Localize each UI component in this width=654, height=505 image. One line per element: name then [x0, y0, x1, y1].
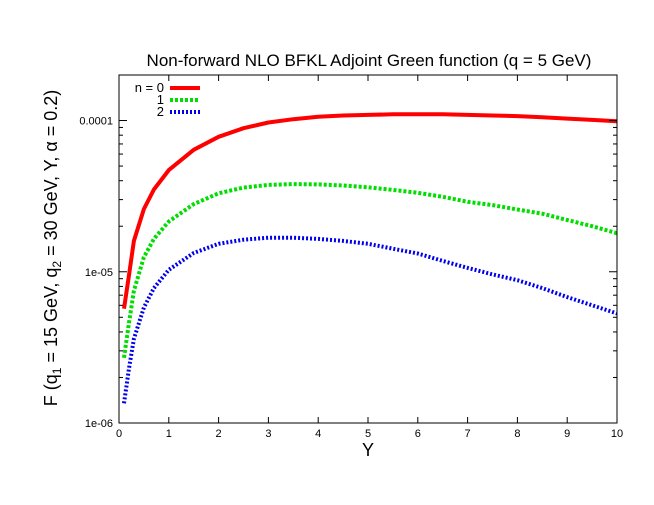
- x-tick-label: 2: [216, 428, 222, 440]
- chart-title: Non-forward NLO BFKL Adjoint Green funct…: [147, 51, 592, 70]
- x-tick-label: 4: [315, 428, 321, 440]
- plot-frame: [118, 74, 618, 424]
- x-axis: 0 1 2 3 4 5 6 7 8 9 10: [116, 75, 623, 440]
- legend: n = 012: [135, 80, 200, 119]
- legend-label-2: 2: [157, 104, 164, 119]
- y-label-sub-1: 1: [50, 367, 64, 374]
- x-tick-label: 10: [611, 428, 623, 440]
- x-tick-label: 5: [365, 428, 371, 440]
- y-tick-label: 1e-05: [85, 267, 113, 279]
- y-label-part-3: = 30 GeV, Y, α = 0.2): [41, 90, 61, 261]
- legend-label-0: n = 0: [135, 80, 164, 95]
- x-tick-label: 6: [415, 428, 421, 440]
- x-axis-label: Y: [362, 440, 374, 460]
- series-line-0: [122, 112, 618, 309]
- x-tick-label: 8: [514, 428, 520, 440]
- x-tick-label: 1: [166, 428, 172, 440]
- x-tick-label: 7: [465, 428, 471, 440]
- y-axis-label: F (q1 = 15 GeV, q2 = 30 GeV, Y, α = 0.2): [41, 90, 64, 407]
- y-label-part-2: = 15 GeV, q: [41, 268, 61, 368]
- y-label-sub-2: 2: [50, 261, 64, 268]
- y-label-part-1: F (q: [41, 374, 61, 406]
- x-tick-label: 3: [265, 428, 271, 440]
- y-tick-label: 1e-06: [85, 418, 113, 430]
- x-tick-label: 0: [116, 428, 122, 440]
- series-line-1: [122, 182, 618, 359]
- legend-label-1: 1: [157, 92, 164, 107]
- series-line-2: [122, 235, 618, 404]
- plot-area: [122, 112, 618, 404]
- x-tick-label: 9: [564, 428, 570, 440]
- y-tick-label: 0.0001: [79, 116, 113, 128]
- y-axis: 1e-06 1e-05 0.0001: [79, 74, 617, 430]
